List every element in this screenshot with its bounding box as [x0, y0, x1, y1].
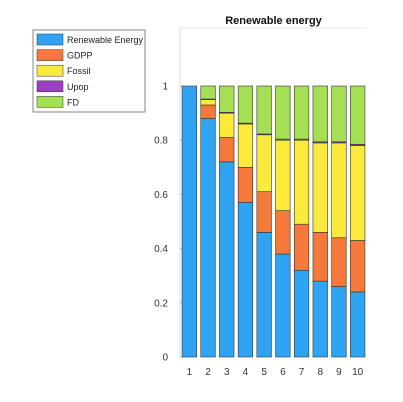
x-tick-label: 5: [261, 367, 267, 378]
bar-segment-renewable-energy-7: [293, 269, 310, 358]
bar-segment-fossil-8: [312, 142, 328, 233]
bar-segment-fd-8: [312, 85, 328, 143]
bar-segment-renewable-energy-2: [200, 118, 216, 358]
bar-segment-gdpp-3: [219, 137, 235, 163]
x-tick-label: 3: [224, 367, 230, 378]
y-tick-label: 0.4: [154, 244, 168, 255]
legend-swatch-upop: [36, 80, 64, 93]
bar-segment-gdpp-10: [350, 240, 366, 293]
bar-segment-renewable-energy-3: [219, 161, 235, 358]
x-tick-label: 9: [336, 367, 342, 378]
bar-segment-fd-10: [350, 85, 366, 145]
bar-segment-gdpp-9: [331, 237, 347, 287]
y-tick-label: 0: [162, 353, 168, 364]
bar-segment-fd-7: [293, 85, 310, 140]
y-tick-label: 0.8: [154, 136, 168, 147]
bar-segment-fossil-5: [256, 134, 272, 192]
x-tick-label: 1: [187, 367, 193, 378]
x-tick-label: 4: [243, 367, 249, 378]
legend-label: FD: [67, 97, 79, 107]
bar-segment-fossil-4: [237, 123, 254, 168]
bar-segment-fossil-3: [219, 112, 235, 138]
bar-segment-fossil-10: [350, 145, 366, 241]
y-tick-label: 0.6: [154, 190, 168, 201]
x-tick-label: 8: [317, 367, 323, 378]
bar-segment-fd-9: [331, 85, 347, 143]
bars: 1 2 3 4 5 6 7 8 9 10: [181, 85, 366, 378]
legend-swatch-gdpp: [36, 49, 64, 61]
bar-segment-gdpp-6: [275, 210, 291, 255]
bar-segment-fd-3: [219, 85, 235, 113]
bar-segment-renewable-energy-1: [181, 85, 197, 358]
chart-title: Renewable energy: [225, 15, 322, 27]
bar-segment-renewable-energy-9: [331, 286, 347, 358]
axes: 0 0.2 0.4 0.6 0.8 1: [154, 27, 367, 364]
y-tick-label: 0.2: [154, 298, 168, 309]
bar-segment-fd-6: [275, 85, 291, 140]
bar-segment-fossil-2: [200, 99, 216, 106]
legend-label: GDPP: [67, 51, 93, 61]
bar-segment-fd-4: [237, 85, 254, 124]
legend-label: Fossil: [67, 66, 91, 76]
bar-segment-fd-5: [256, 85, 272, 135]
x-tick-label: 2: [205, 367, 211, 378]
bar-segment-gdpp-5: [256, 191, 272, 233]
legend-label: Upop: [67, 82, 89, 92]
bar-segment-gdpp-7: [293, 223, 310, 271]
legend-swatch-renewable-energy: [36, 33, 64, 46]
legend-label: Renewable Energy: [67, 35, 144, 45]
bar-segment-renewable-energy-6: [275, 253, 291, 358]
bar-segment-gdpp-2: [200, 104, 216, 119]
bar-segment-renewable-energy-10: [350, 291, 366, 358]
x-tick-label: 6: [280, 367, 286, 378]
bar-segment-gdpp-4: [237, 167, 254, 203]
bar-segment-renewable-energy-8: [312, 280, 328, 358]
bar-segment-fossil-6: [275, 139, 291, 211]
bar-segment-gdpp-8: [312, 232, 328, 282]
legend: Renewable Energy GDPP Fossil Upop FD: [32, 29, 146, 113]
bar-segment-fossil-7: [293, 139, 310, 225]
bar-segment-renewable-energy-4: [237, 202, 254, 358]
legend-swatch-fd: [36, 96, 64, 108]
x-tick-label: 7: [299, 367, 305, 378]
bar-segment-fd-2: [200, 85, 216, 100]
bar-segment-renewable-energy-5: [256, 232, 272, 358]
bar-segment-fossil-9: [331, 142, 347, 239]
legend-swatch-fossil: [36, 64, 64, 77]
x-tick-label: 10: [352, 367, 364, 378]
y-tick-label: 1: [162, 82, 168, 93]
